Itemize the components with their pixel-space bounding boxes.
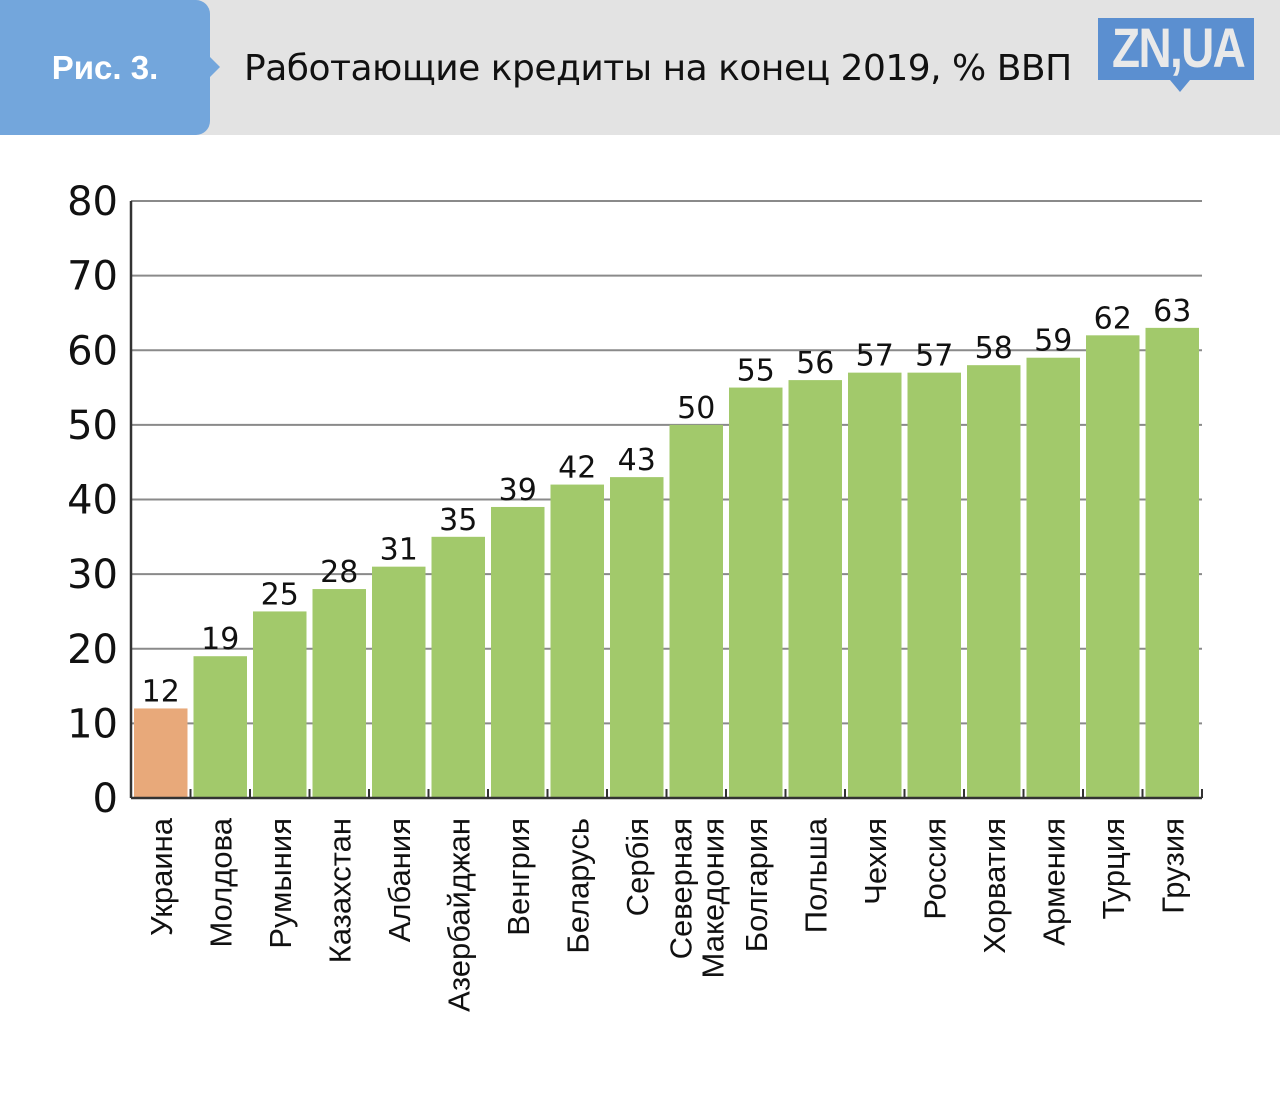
x-tick-label: Северная bbox=[663, 818, 698, 959]
x-tick-label: Беларусь bbox=[560, 818, 595, 954]
value-label: 50 bbox=[677, 391, 715, 426]
bar bbox=[134, 708, 188, 798]
y-tick-label: 40 bbox=[67, 478, 118, 524]
y-tick-label: 60 bbox=[67, 328, 118, 374]
x-tick-label: Казахстан bbox=[322, 818, 357, 963]
bars bbox=[134, 327, 1199, 798]
value-label: 39 bbox=[499, 473, 537, 508]
bar bbox=[729, 387, 783, 798]
chart-title: Работающие кредиты на конец 2019, % ВВП bbox=[244, 48, 1072, 89]
value-label: 59 bbox=[1034, 324, 1072, 359]
x-tick-label: Хорватия bbox=[977, 818, 1012, 954]
x-tick-label: Молдова bbox=[203, 817, 238, 947]
x-tick-label: Чехия bbox=[858, 818, 893, 905]
bar bbox=[848, 372, 902, 798]
x-tick-labels: Украина Молдова Румыния Казахстан Албания Азе… bbox=[144, 817, 1191, 1012]
gridlines bbox=[131, 200, 1202, 725]
value-label: 31 bbox=[380, 533, 418, 568]
x-tick-label: Украина bbox=[144, 817, 179, 936]
x-tick-label: Грузия bbox=[1155, 818, 1190, 914]
x-tick-label: Сербія bbox=[620, 818, 655, 916]
value-label: 57 bbox=[915, 339, 953, 374]
bar bbox=[1145, 327, 1199, 798]
value-label: 55 bbox=[737, 354, 775, 389]
bar bbox=[431, 536, 485, 798]
value-labels: 12 19 25 28 31 35 39 42 43 50 55 56 57 57 58 59 62 63 bbox=[142, 294, 1192, 710]
bar bbox=[550, 484, 604, 798]
bar bbox=[669, 424, 723, 798]
figure-tab bbox=[0, 0, 210, 135]
y-tick-label: 0 bbox=[93, 776, 118, 822]
y-tick-label: 80 bbox=[67, 179, 118, 225]
y-tick-label: 20 bbox=[67, 627, 118, 673]
bar bbox=[491, 506, 545, 798]
value-label: 58 bbox=[975, 331, 1013, 366]
bar-chart: 0 10 20 30 40 50 60 70 80 12 19 25 28 31 35 39 42 43 50 55… bbox=[67, 179, 1203, 1012]
x-tick-label: Армения bbox=[1036, 818, 1071, 946]
bar bbox=[312, 589, 366, 798]
y-tick-label: 50 bbox=[67, 403, 118, 449]
value-label: 35 bbox=[439, 503, 477, 538]
x-tick-label: Азербайджан bbox=[441, 818, 476, 1012]
bar bbox=[907, 372, 961, 798]
x-tick-label: Македония bbox=[695, 818, 730, 978]
axes bbox=[129, 201, 1203, 800]
bar bbox=[788, 380, 842, 798]
value-label: 12 bbox=[142, 674, 180, 709]
y-tick-labels: 0 10 20 30 40 50 60 70 80 bbox=[67, 179, 118, 822]
bar bbox=[253, 611, 307, 798]
bar bbox=[1086, 335, 1140, 798]
value-label: 62 bbox=[1094, 301, 1132, 336]
value-label: 28 bbox=[320, 555, 358, 590]
value-label: 25 bbox=[261, 577, 299, 612]
value-label: 19 bbox=[201, 622, 239, 657]
value-label: 57 bbox=[856, 339, 894, 374]
bar bbox=[193, 656, 247, 798]
value-label: 43 bbox=[618, 443, 656, 478]
value-label: 42 bbox=[558, 451, 596, 486]
value-label: 63 bbox=[1153, 294, 1191, 329]
x-tick-label: Албания bbox=[382, 818, 417, 942]
logo-text: ZN,UA bbox=[1112, 16, 1246, 79]
y-tick-label: 70 bbox=[67, 254, 118, 300]
x-tick-label: Румыния bbox=[263, 818, 298, 949]
figure-tab-arrow bbox=[208, 55, 220, 79]
x-tick-label: Болгария bbox=[739, 818, 774, 952]
x-tick-label: Турция bbox=[1096, 818, 1131, 919]
figure-label: Рис. 3. bbox=[51, 49, 159, 86]
bar bbox=[967, 365, 1021, 798]
logo-box bbox=[1098, 18, 1254, 80]
bar bbox=[1026, 357, 1080, 798]
bar bbox=[372, 566, 426, 798]
x-tick-label: Польша bbox=[798, 817, 833, 933]
logo-speech-tail bbox=[1170, 80, 1190, 92]
x-tick-label: Россия bbox=[917, 818, 952, 920]
bar bbox=[610, 477, 664, 798]
x-tick-label: Венгрия bbox=[501, 818, 536, 936]
value-label: 56 bbox=[796, 346, 834, 381]
y-tick-label: 10 bbox=[67, 701, 118, 747]
y-tick-label: 30 bbox=[67, 552, 118, 598]
